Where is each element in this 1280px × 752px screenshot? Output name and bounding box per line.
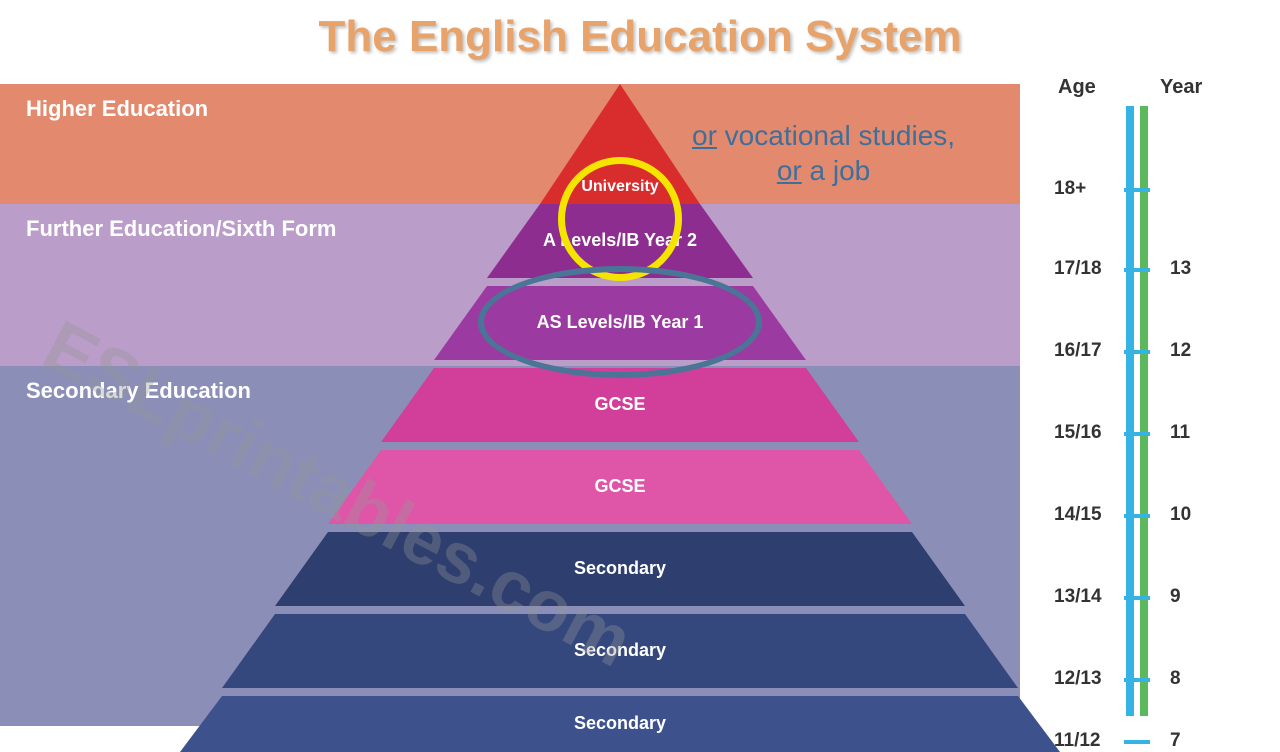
pyramid-layer-label: Secondary — [574, 640, 666, 661]
highlight-circle — [558, 157, 682, 281]
scale-year-label: 8 — [1170, 668, 1181, 690]
scale-tick — [1124, 268, 1150, 272]
scale-bar-right — [1140, 106, 1148, 716]
scale-tick — [1124, 188, 1150, 192]
age-year-scale: Age Year 18+ 17/18 13 16/17 12 15/16 11 14/15 10… — [1030, 76, 1250, 716]
pyramid-layer-label: GCSE — [594, 476, 645, 497]
scale-age-label: 11/12 — [1054, 730, 1101, 752]
scale-age-label: 16/17 — [1054, 340, 1102, 362]
pyramid-layer-label: GCSE — [594, 394, 645, 415]
highlight-ellipse — [478, 266, 762, 378]
scale-tick — [1124, 432, 1150, 436]
scale-tick — [1124, 350, 1150, 354]
scale-age-label: 15/16 — [1054, 422, 1102, 444]
scale-age-label: 12/13 — [1054, 668, 1102, 690]
scale-year-label: 13 — [1170, 258, 1191, 280]
scale-year-label: 9 — [1170, 586, 1181, 608]
scale-header-age: Age — [1058, 76, 1096, 99]
scale-year-label: 12 — [1170, 340, 1191, 362]
scale-tick — [1124, 596, 1150, 600]
scale-header-year: Year — [1160, 76, 1202, 99]
scale-year-label: 10 — [1170, 504, 1191, 526]
pyramid-layer-label: Secondary — [574, 558, 666, 579]
scale-age-label: 18+ — [1054, 178, 1086, 200]
annotation-text: or vocational studies, or a job — [692, 118, 955, 188]
scale-tick — [1124, 514, 1150, 518]
scale-age-label: 13/14 — [1054, 586, 1102, 608]
pyramid-layer-label: Secondary — [574, 713, 666, 734]
scale-tick — [1124, 740, 1150, 744]
scale-age-label: 14/15 — [1054, 504, 1102, 526]
scale-tick — [1124, 678, 1150, 682]
page-title: The English Education System — [318, 12, 961, 62]
scale-age-label: 17/18 — [1054, 258, 1102, 280]
scale-bar-left — [1126, 106, 1134, 716]
scale-year-label: 7 — [1170, 730, 1181, 752]
scale-year-label: 11 — [1170, 422, 1190, 444]
